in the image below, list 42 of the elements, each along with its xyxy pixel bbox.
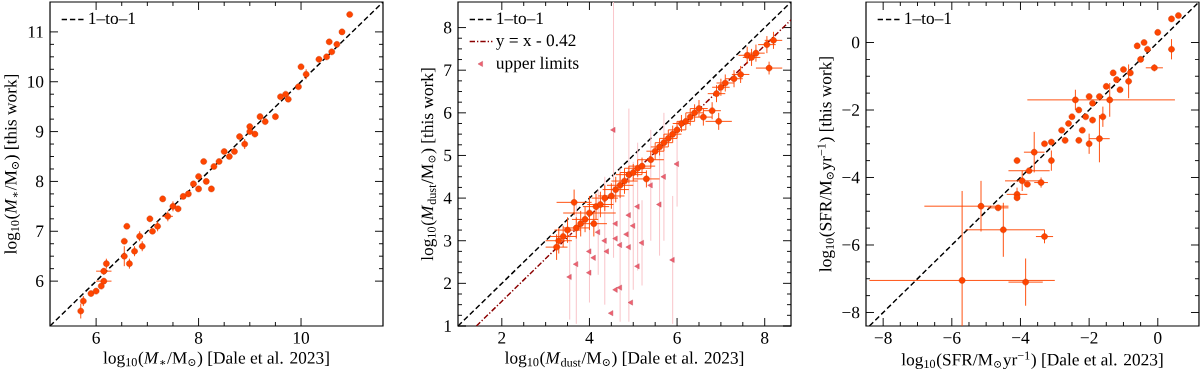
x-tick-label: −4	[1012, 332, 1030, 344]
legend-label: y = x - 0.42	[496, 34, 576, 50]
y-tick-label: 8	[35, 175, 44, 188]
x-axis-title: log$_{10}$(M$_{dust}$/M$_{⊙}$) [Dale et al. 2023]	[505, 351, 744, 368]
x-tick-label: 6	[673, 332, 681, 344]
y-tick-label: −8	[842, 306, 860, 319]
x-tick-label: 10	[293, 332, 310, 344]
x-tick-label: −6	[943, 332, 961, 344]
y-tick-label: 6	[444, 107, 452, 119]
x-tick-label: 0	[1154, 332, 1162, 344]
y-tick-label: 8	[443, 21, 452, 34]
y-tick-label: 10	[28, 75, 44, 88]
legend-label: upper limits	[496, 56, 579, 73]
y-tick-label: 7	[36, 225, 44, 237]
y-tick-label: 9	[35, 125, 44, 138]
x-axis-title: log$_{10}$(SFR/M$_{⊙}$yr$^{−1}$) [Dale et al. 2023]	[901, 351, 1163, 370]
y-tick-label: 2	[444, 277, 452, 290]
x-tick-label: −8	[874, 332, 892, 344]
y-tick-label: 4	[443, 192, 452, 204]
y-tick-label: 6	[36, 275, 44, 287]
legend-label: 1–to–1	[905, 12, 951, 25]
x-axis-title: log$_{10}$(M$_{∗}$/M$_{⊙}$) [Dale et al. 2023]	[103, 351, 329, 368]
y-tick-label: 5	[444, 149, 452, 162]
y-axis-title: log$_{10}$(M$_{∗}$/M$_{⊙}$) [this work]	[4, 74, 21, 254]
y-tick-label: 7	[444, 64, 452, 76]
legend-label: 1–to–1	[497, 12, 543, 25]
x-tick-label: 4	[585, 332, 594, 344]
x-tick-label: 8	[194, 332, 203, 344]
y-axis-title: log$_{10}$(M$_{dust}$/M$_{⊙}$) [this work]	[421, 68, 437, 261]
y-tick-label: 11	[28, 26, 43, 38]
legend-label: 1–to–1	[89, 12, 135, 25]
y-tick-label: 0	[851, 36, 860, 49]
y-axis-title: log$_{10}$(SFR/M$_{⊙}$yr$^{−1}$) [this work]	[817, 57, 836, 272]
x-tick-label: 2	[498, 332, 506, 344]
x-tick-label: 8	[761, 332, 769, 344]
y-tick-label: −6	[842, 239, 860, 251]
y-tick-label: −4	[842, 171, 860, 184]
y-tick-label: −2	[842, 104, 860, 116]
y-tick-label: 3	[444, 234, 452, 247]
x-tick-label: 6	[92, 332, 100, 344]
y-tick-label: 1	[444, 320, 451, 332]
x-tick-label: −2	[1080, 332, 1098, 344]
